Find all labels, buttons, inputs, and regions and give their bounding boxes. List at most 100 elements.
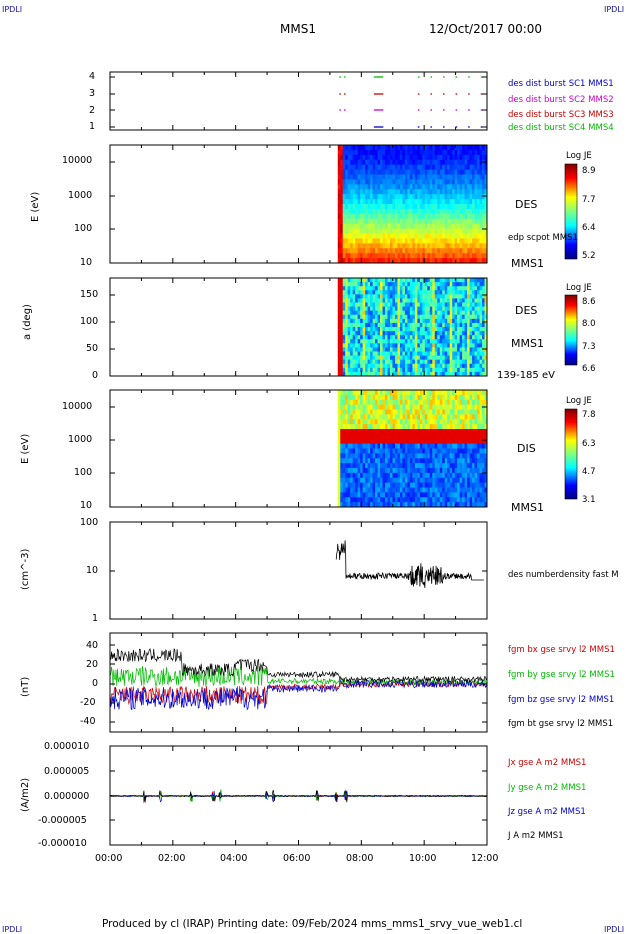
dis-energy-cell	[362, 414, 366, 420]
des-energy-cell	[370, 243, 374, 249]
dis-energy-cell	[377, 438, 381, 445]
dis-energy-cell	[484, 502, 488, 508]
des-energy-cell	[352, 253, 356, 259]
dis-energy-cell	[399, 429, 403, 435]
des-energy-cell	[360, 159, 364, 166]
des-energy-cell	[439, 233, 443, 239]
des-energy-cell	[352, 213, 356, 220]
des-pitch-cell	[432, 331, 436, 336]
dis-energy-cell	[444, 443, 448, 449]
des-energy-cell	[459, 258, 463, 264]
dis-energy-cell	[417, 394, 421, 401]
des-pitch-cell	[447, 290, 451, 295]
des-pitch-cell	[367, 314, 371, 320]
dis-energy-cell	[419, 443, 423, 449]
des-energy-cell	[462, 233, 466, 239]
des-pitch-cell	[407, 286, 411, 291]
des-energy-cell	[409, 154, 413, 161]
des-pitch-cell	[472, 339, 476, 344]
des-pitch-cell	[387, 282, 391, 287]
des-pitch-cell	[340, 294, 344, 299]
dis-energy-cell	[362, 453, 366, 459]
dis-energy-cell	[432, 404, 436, 410]
des-pitch-cell	[457, 331, 461, 336]
des-energy-cell	[340, 233, 344, 239]
des-pitch-cell	[397, 310, 401, 316]
des-pitch-cell	[439, 335, 443, 340]
des-energy-cell	[474, 174, 478, 180]
des-energy-cell	[437, 179, 441, 185]
dis-energy-cell	[375, 458, 379, 464]
des-energy-cell	[360, 184, 364, 190]
dis-energy-cell	[387, 394, 391, 401]
des-energy-cell	[444, 199, 448, 205]
des-pitch-cell	[375, 318, 379, 324]
des-pitch-cell	[439, 298, 443, 303]
dis-energy-cell	[432, 443, 436, 449]
des-energy-cell	[390, 164, 393, 171]
des-energy-cell	[370, 213, 374, 220]
des-pitch-cell	[454, 343, 458, 348]
dis-energy-cell	[447, 390, 451, 396]
dis-energy-cell	[467, 429, 471, 435]
des-energy-cell	[457, 179, 461, 185]
dis-energy-cell	[444, 487, 448, 493]
des-pitch-cell	[472, 302, 476, 308]
dis-energy-cell	[345, 424, 349, 430]
des-energy-cell	[382, 179, 386, 185]
density-line	[335, 540, 484, 588]
des-energy-cell	[390, 228, 393, 234]
dis-energy-cell	[370, 477, 374, 484]
des-pitch-cell	[375, 371, 379, 377]
des-energy-cell	[467, 238, 471, 244]
des-pitch-cell	[377, 359, 381, 365]
dis-energy-cell	[449, 472, 453, 479]
dis-energy-cell	[434, 414, 438, 420]
des-energy-cell	[482, 169, 486, 175]
des-energy-cell	[337, 199, 341, 205]
dis-energy-cell	[479, 448, 483, 454]
des-pitch-cell	[424, 310, 428, 316]
dis-energy-cell	[414, 438, 418, 445]
des-pitch-cell	[412, 335, 416, 340]
des-energy-cell	[414, 218, 418, 225]
des-pitch-cell	[397, 294, 401, 299]
des-energy-cell	[392, 223, 396, 230]
des-energy-cell	[337, 169, 341, 175]
des-pitch-cell	[375, 367, 379, 373]
des-pitch-cell	[397, 318, 401, 324]
des-energy-cell	[365, 169, 369, 175]
des-pitch-cell	[367, 359, 371, 365]
des-energy-cell	[432, 169, 436, 175]
des-pitch-cell	[424, 318, 428, 324]
des-energy-cell	[474, 243, 478, 249]
dis-energy-cell	[472, 492, 476, 498]
dis-energy-cell	[409, 448, 413, 454]
dis-energy-cell	[367, 414, 371, 420]
des-pitch-cell	[482, 286, 486, 291]
des-pitch-cell	[370, 339, 374, 344]
des-pitch-cell	[422, 282, 426, 287]
des-energy-cell	[424, 184, 428, 190]
des-energy-cell	[412, 218, 416, 225]
dis-energy-cell	[355, 472, 359, 479]
des-energy-cell	[469, 184, 473, 190]
dis-energy-cell	[424, 443, 428, 449]
des-pitch-cell	[394, 331, 398, 336]
des-pitch-cell	[484, 359, 488, 365]
dis-energy-cell	[439, 458, 443, 464]
des-pitch-cell	[362, 363, 366, 369]
des-energy-cell	[385, 223, 389, 230]
des-energy-cell	[459, 208, 463, 215]
des-energy-cell	[390, 145, 393, 151]
des-energy-cell	[474, 204, 478, 210]
des-pitch-cell	[355, 278, 359, 283]
des-energy-cell	[362, 213, 366, 220]
dis-energy-cell	[402, 463, 406, 469]
dis-energy-cell	[442, 433, 446, 440]
des-energy-cell	[352, 233, 356, 239]
des-energy-cell	[387, 248, 391, 254]
des-pitch-cell	[365, 343, 369, 348]
des-energy-cell	[377, 164, 381, 171]
des-energy-cell	[467, 149, 471, 156]
